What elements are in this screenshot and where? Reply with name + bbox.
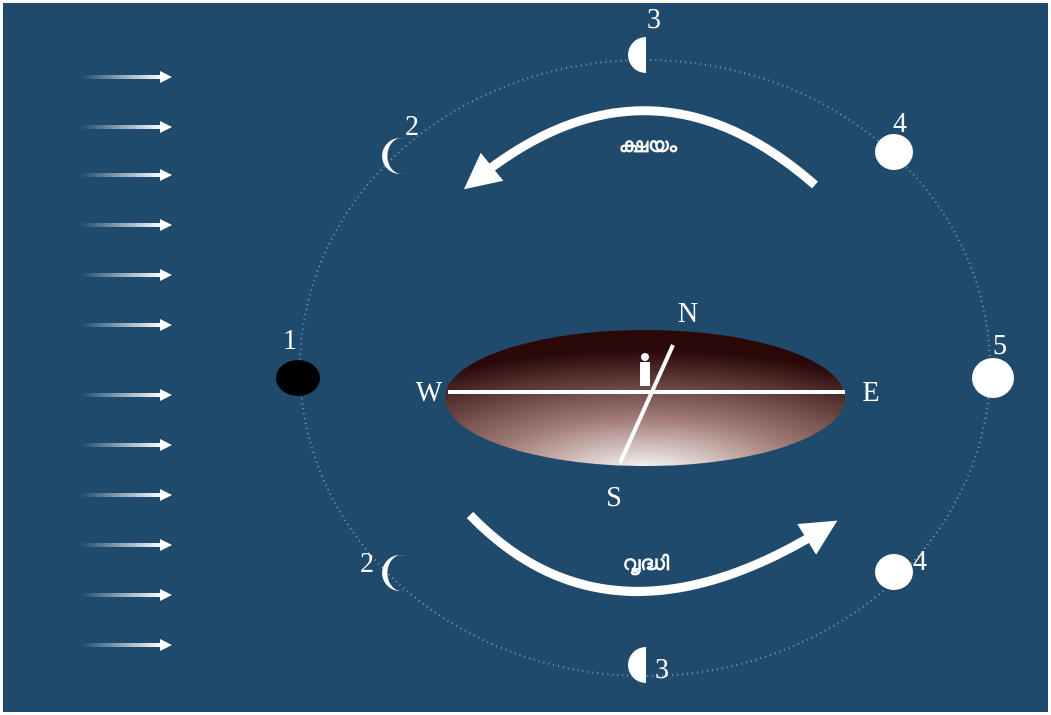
- ray: [80, 125, 162, 129]
- moon-label: 1: [283, 325, 297, 356]
- half-moon: [628, 37, 646, 73]
- moon-label: 2: [405, 111, 419, 142]
- observer: [640, 353, 650, 386]
- crescent-moon: [382, 138, 406, 174]
- full-moon: [972, 358, 1014, 398]
- gibbous-moon: [875, 554, 913, 590]
- ray: [80, 543, 162, 547]
- new-moon: [276, 360, 320, 396]
- ray: [80, 223, 162, 227]
- ray-head: [160, 121, 172, 133]
- ray-head: [160, 71, 172, 83]
- ray-head: [160, 489, 172, 501]
- crescent-moon: [382, 555, 406, 591]
- direction-label: W: [416, 377, 443, 408]
- ray-head: [160, 219, 172, 231]
- waxing-arrow: [466, 511, 838, 596]
- moon-label: 2: [360, 548, 374, 579]
- moon-label: 5: [993, 330, 1007, 361]
- moon-label: 4: [893, 108, 907, 139]
- sun-rays: [80, 71, 172, 651]
- phase-label: ക്ഷയം: [619, 133, 678, 157]
- direction-label: S: [606, 482, 622, 513]
- gibbous-moon: [875, 134, 913, 170]
- ray-head: [160, 439, 172, 451]
- ray-head: [160, 169, 172, 181]
- ray: [80, 443, 162, 447]
- ray: [80, 393, 162, 397]
- half-moon: [628, 647, 646, 683]
- ray-head: [160, 539, 172, 551]
- direction-label: E: [862, 377, 879, 408]
- ray: [80, 273, 162, 277]
- waning-arrow: [463, 106, 818, 190]
- ray-head: [160, 319, 172, 331]
- north-south-line: [618, 344, 675, 464]
- ray: [80, 593, 162, 597]
- phase-label: വൃദ്ധി: [623, 551, 670, 576]
- ray: [80, 493, 162, 497]
- moon-label: 3: [647, 4, 661, 35]
- moon-label: 4: [913, 546, 927, 577]
- ray: [80, 173, 162, 177]
- ray-head: [160, 269, 172, 281]
- ray: [80, 323, 162, 327]
- direction-label: N: [678, 298, 698, 329]
- ray: [80, 643, 162, 647]
- moon-label: 3: [655, 654, 669, 685]
- ray-head: [160, 389, 172, 401]
- ray-head: [160, 589, 172, 601]
- ray-head: [160, 639, 172, 651]
- earth: [445, 330, 845, 466]
- ray: [80, 75, 162, 79]
